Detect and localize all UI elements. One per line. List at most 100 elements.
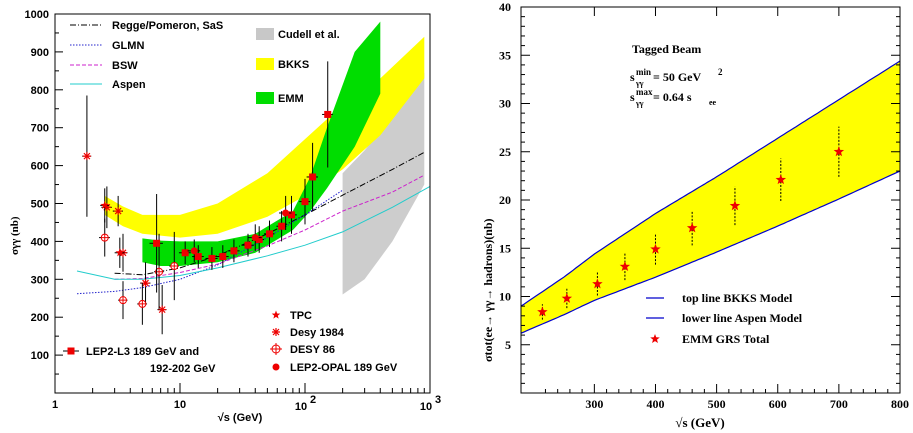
y-tick-label: 40 <box>499 0 511 14</box>
data-point <box>227 239 240 263</box>
marker-circle <box>190 247 198 255</box>
data-point <box>276 211 287 242</box>
marker-star <box>833 146 845 157</box>
legend-label: Regge/Pomeron, SaS <box>112 20 223 32</box>
y-tick-label: 100 <box>31 350 49 362</box>
legend-label: Cudell et al. <box>278 29 340 41</box>
marker-asterisk <box>158 305 167 314</box>
band-cudell-et-al- <box>342 72 425 295</box>
y-tick-label: 200 <box>31 312 49 324</box>
marker-asterisk <box>114 207 123 216</box>
data-point <box>216 245 229 268</box>
marker-cross <box>170 262 178 270</box>
annot-gg2: γγ <box>635 99 644 108</box>
legend-label: GLMN <box>112 40 144 52</box>
emm-point <box>833 126 845 177</box>
marker-circle <box>251 234 259 242</box>
legend-label: Aspen <box>112 79 146 91</box>
emm-point <box>561 288 573 309</box>
legend-label: DESY 86 <box>290 344 335 356</box>
legend-label: LEP2-L3 189 GeV and <box>86 346 199 358</box>
data-point <box>82 95 92 217</box>
band-emm <box>142 21 381 266</box>
data-point <box>169 231 179 301</box>
x-tick-label: 400 <box>646 397 664 411</box>
legend-circle-marker <box>272 363 280 371</box>
annot-gg: γγ <box>635 79 644 88</box>
marker-star <box>592 278 603 289</box>
y-tick-label: 600 <box>31 161 49 173</box>
legend-label: EMM <box>278 93 304 105</box>
annot-sq: 2 <box>718 67 723 77</box>
annot-min: min <box>636 67 651 77</box>
y-tick-label: 900 <box>31 47 49 59</box>
y-tick-label: 10 <box>499 290 511 304</box>
data-point <box>178 241 191 265</box>
legend-label: top line BKKS Model <box>682 291 793 305</box>
y-tick-label: 15 <box>499 241 511 255</box>
x-tick-label: 300 <box>585 397 603 411</box>
curve-bsw <box>114 174 425 280</box>
model-band <box>521 61 900 334</box>
legend-star <box>650 334 660 344</box>
legend-label: 192-202 GeV <box>150 363 216 375</box>
data-point <box>205 247 218 270</box>
annot-val2: = 0.64 s <box>653 90 692 104</box>
left-y-axis-label: σγγ (nb) <box>9 216 21 255</box>
marker-star <box>100 200 110 210</box>
annot-max: max <box>636 87 653 97</box>
y-tick-label: 1000 <box>25 9 49 21</box>
marker-square <box>153 239 161 247</box>
y-tick-label: 20 <box>499 193 511 207</box>
marker-square <box>301 198 309 206</box>
legend-square-marker <box>67 347 75 355</box>
emm-point <box>729 186 741 226</box>
marker-star <box>619 261 631 272</box>
legend-swatch <box>256 58 274 70</box>
marker-cross <box>138 300 146 308</box>
data-point <box>100 188 110 223</box>
marker-circle <box>282 209 290 217</box>
marker-star <box>686 222 698 233</box>
data-point <box>322 61 333 168</box>
x-tick-label: 10 <box>420 401 432 413</box>
x-tick-exponent: 2 <box>310 394 316 406</box>
x-tick-label: 500 <box>708 397 726 411</box>
y-tick-label: 5 <box>505 338 511 352</box>
marker-square <box>230 247 238 255</box>
legend-star-marker <box>271 310 281 319</box>
marker-square <box>266 230 274 238</box>
right-chart: 5 10 15 20 25 30 35 40 300 400 500 600 700 800 σtot(e… <box>481 0 909 430</box>
y-tick-label: 25 <box>499 145 511 159</box>
y-tick-label: 500 <box>31 199 49 211</box>
marker-star <box>537 306 548 317</box>
legend-swatch <box>256 28 274 40</box>
marker-square <box>288 211 296 219</box>
marker-star <box>729 200 741 211</box>
data-point <box>187 239 201 263</box>
aspen-lower-line <box>521 170 900 334</box>
legend-label: Desy 1984 <box>290 327 345 339</box>
x-tick-label: 10 <box>174 399 186 411</box>
emm-point <box>775 158 787 201</box>
data-point <box>279 195 292 231</box>
annot-ee: ee <box>709 98 717 107</box>
legend-label: lower line Aspen Model <box>682 311 803 325</box>
legend-asterisk-marker <box>272 328 280 336</box>
x-tick-label: 700 <box>830 397 848 411</box>
legend-label: BKKS <box>278 59 309 71</box>
x-tick-label: 600 <box>769 397 787 411</box>
legend-cross-marker <box>270 343 282 355</box>
marker-square <box>244 241 252 249</box>
marker-star <box>115 248 125 257</box>
legend-label: EMM GRS Total <box>682 332 770 346</box>
legend-label: BSW <box>112 60 138 72</box>
data-point <box>299 178 311 225</box>
marker-star <box>775 174 787 185</box>
marker-square <box>309 173 317 181</box>
data-point <box>149 194 163 293</box>
data-point <box>137 283 148 325</box>
